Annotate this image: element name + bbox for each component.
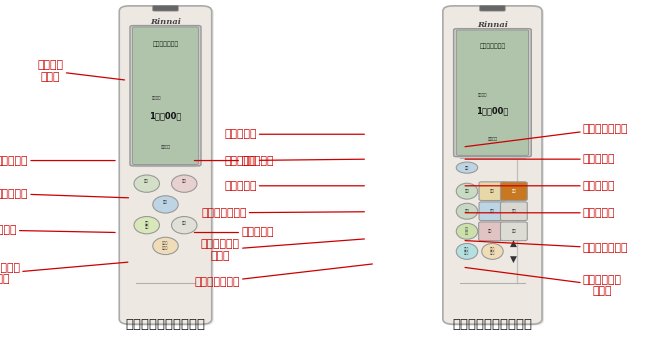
Text: 暖房ボタン: 暖房ボタン <box>465 154 616 164</box>
Ellipse shape <box>172 217 197 234</box>
Text: タイマー: タイマー <box>478 93 487 97</box>
Ellipse shape <box>134 217 159 234</box>
Text: 換気: 換気 <box>163 200 168 209</box>
Text: 風向ボタン: 風向ボタン <box>224 181 364 191</box>
Text: 1時間00分: 1時間00分 <box>476 107 509 116</box>
Text: 換気: 換気 <box>465 166 469 170</box>
Text: Rinnai: Rinnai <box>150 18 181 26</box>
FancyBboxPatch shape <box>130 26 201 166</box>
Text: タイマー: タイマー <box>151 97 161 100</box>
Text: 涼風ボタン: 涼風ボタン <box>224 156 364 165</box>
FancyBboxPatch shape <box>500 202 527 221</box>
Ellipse shape <box>456 183 478 199</box>
Text: 自動
乾燥: 自動 乾燥 <box>465 227 469 236</box>
Ellipse shape <box>134 175 159 192</box>
Text: 涼風: 涼風 <box>144 180 149 188</box>
FancyBboxPatch shape <box>445 7 544 326</box>
Text: 予約ボタン: 予約ボタン <box>465 181 616 191</box>
Text: 1時間00分: 1時間00分 <box>149 111 182 120</box>
Text: ホット
ミスト: ホット ミスト <box>490 247 495 256</box>
Text: 温度: 温度 <box>490 189 495 193</box>
Text: 換気ボタン: 換気ボタン <box>0 189 129 199</box>
Text: ホットミスト
ボタン: ホットミスト ボタン <box>0 262 128 284</box>
FancyBboxPatch shape <box>479 182 506 201</box>
Text: 暖房ボタン: 暖房ボタン <box>194 156 274 165</box>
Text: クール
ミスト: クール ミスト <box>464 247 470 256</box>
FancyBboxPatch shape <box>480 6 505 11</box>
FancyBboxPatch shape <box>500 222 527 241</box>
Ellipse shape <box>153 237 178 255</box>
Text: 換気ボタン: 換気ボタン <box>224 129 364 139</box>
Text: 停止ボタン: 停止ボタン <box>465 208 616 218</box>
Text: 後に停止: 後に停止 <box>161 145 170 149</box>
Text: 暖房: 暖房 <box>182 180 187 188</box>
Ellipse shape <box>482 244 503 260</box>
Text: 暖房: 暖房 <box>511 189 517 193</box>
FancyBboxPatch shape <box>133 27 198 165</box>
Text: 換気: 換気 <box>490 209 495 213</box>
Text: ホットミスト強: ホットミスト強 <box>479 43 506 49</box>
Ellipse shape <box>153 196 178 213</box>
Text: 手動乾燥ボタン: 手動乾燥ボタン <box>194 264 373 287</box>
FancyBboxPatch shape <box>500 182 527 201</box>
Text: 自動乾燥ボタン: 自動乾燥ボタン <box>201 208 364 218</box>
Text: 運転状態
表示部: 運転状態 表示部 <box>38 60 125 82</box>
Text: （フタを閉じた状態）: （フタを閉じた状態） <box>125 318 206 331</box>
Ellipse shape <box>456 162 478 173</box>
Text: クールミスト
ボタン: クールミスト ボタン <box>201 239 364 261</box>
Text: 停止ボタン: 停止ボタン <box>194 228 274 237</box>
Text: ▼: ▼ <box>511 255 517 264</box>
Text: 停止: 停止 <box>182 221 187 229</box>
Text: （フタを開けた状態）: （フタを開けた状態） <box>452 318 533 331</box>
Text: Rinnai: Rinnai <box>477 21 508 29</box>
Text: ホットミスト強: ホットミスト強 <box>152 42 179 47</box>
Ellipse shape <box>456 203 478 219</box>
Ellipse shape <box>456 244 478 260</box>
Ellipse shape <box>172 175 197 192</box>
Text: ホットミスト
ボタン: ホットミスト ボタン <box>465 267 622 296</box>
Text: 自動乾燥ボタン: 自動乾燥ボタン <box>0 225 115 235</box>
Text: 後に停止: 後に停止 <box>488 137 497 142</box>
Text: 涼風ボタン: 涼風ボタン <box>0 156 115 165</box>
Text: 停止: 停止 <box>511 229 517 233</box>
FancyBboxPatch shape <box>443 6 542 324</box>
FancyBboxPatch shape <box>478 222 502 241</box>
FancyBboxPatch shape <box>121 7 214 326</box>
Text: 自動
乾燥: 自動 乾燥 <box>145 221 149 229</box>
Text: 風向: 風向 <box>464 209 470 213</box>
Text: 温度設定ボタン: 温度設定ボタン <box>465 124 628 147</box>
Ellipse shape <box>456 224 478 239</box>
Text: 予乾: 予乾 <box>488 229 492 233</box>
Text: 涼風: 涼風 <box>464 189 470 193</box>
Text: 予約: 予約 <box>511 209 517 213</box>
Text: 時間設定ボタン: 時間設定ボタン <box>465 240 628 253</box>
FancyBboxPatch shape <box>479 202 506 221</box>
Text: ホット
ミスト: ホット ミスト <box>162 242 169 250</box>
FancyBboxPatch shape <box>454 29 531 157</box>
FancyBboxPatch shape <box>456 30 529 155</box>
Text: ▲: ▲ <box>511 239 517 248</box>
FancyBboxPatch shape <box>153 6 178 11</box>
FancyBboxPatch shape <box>119 6 212 324</box>
